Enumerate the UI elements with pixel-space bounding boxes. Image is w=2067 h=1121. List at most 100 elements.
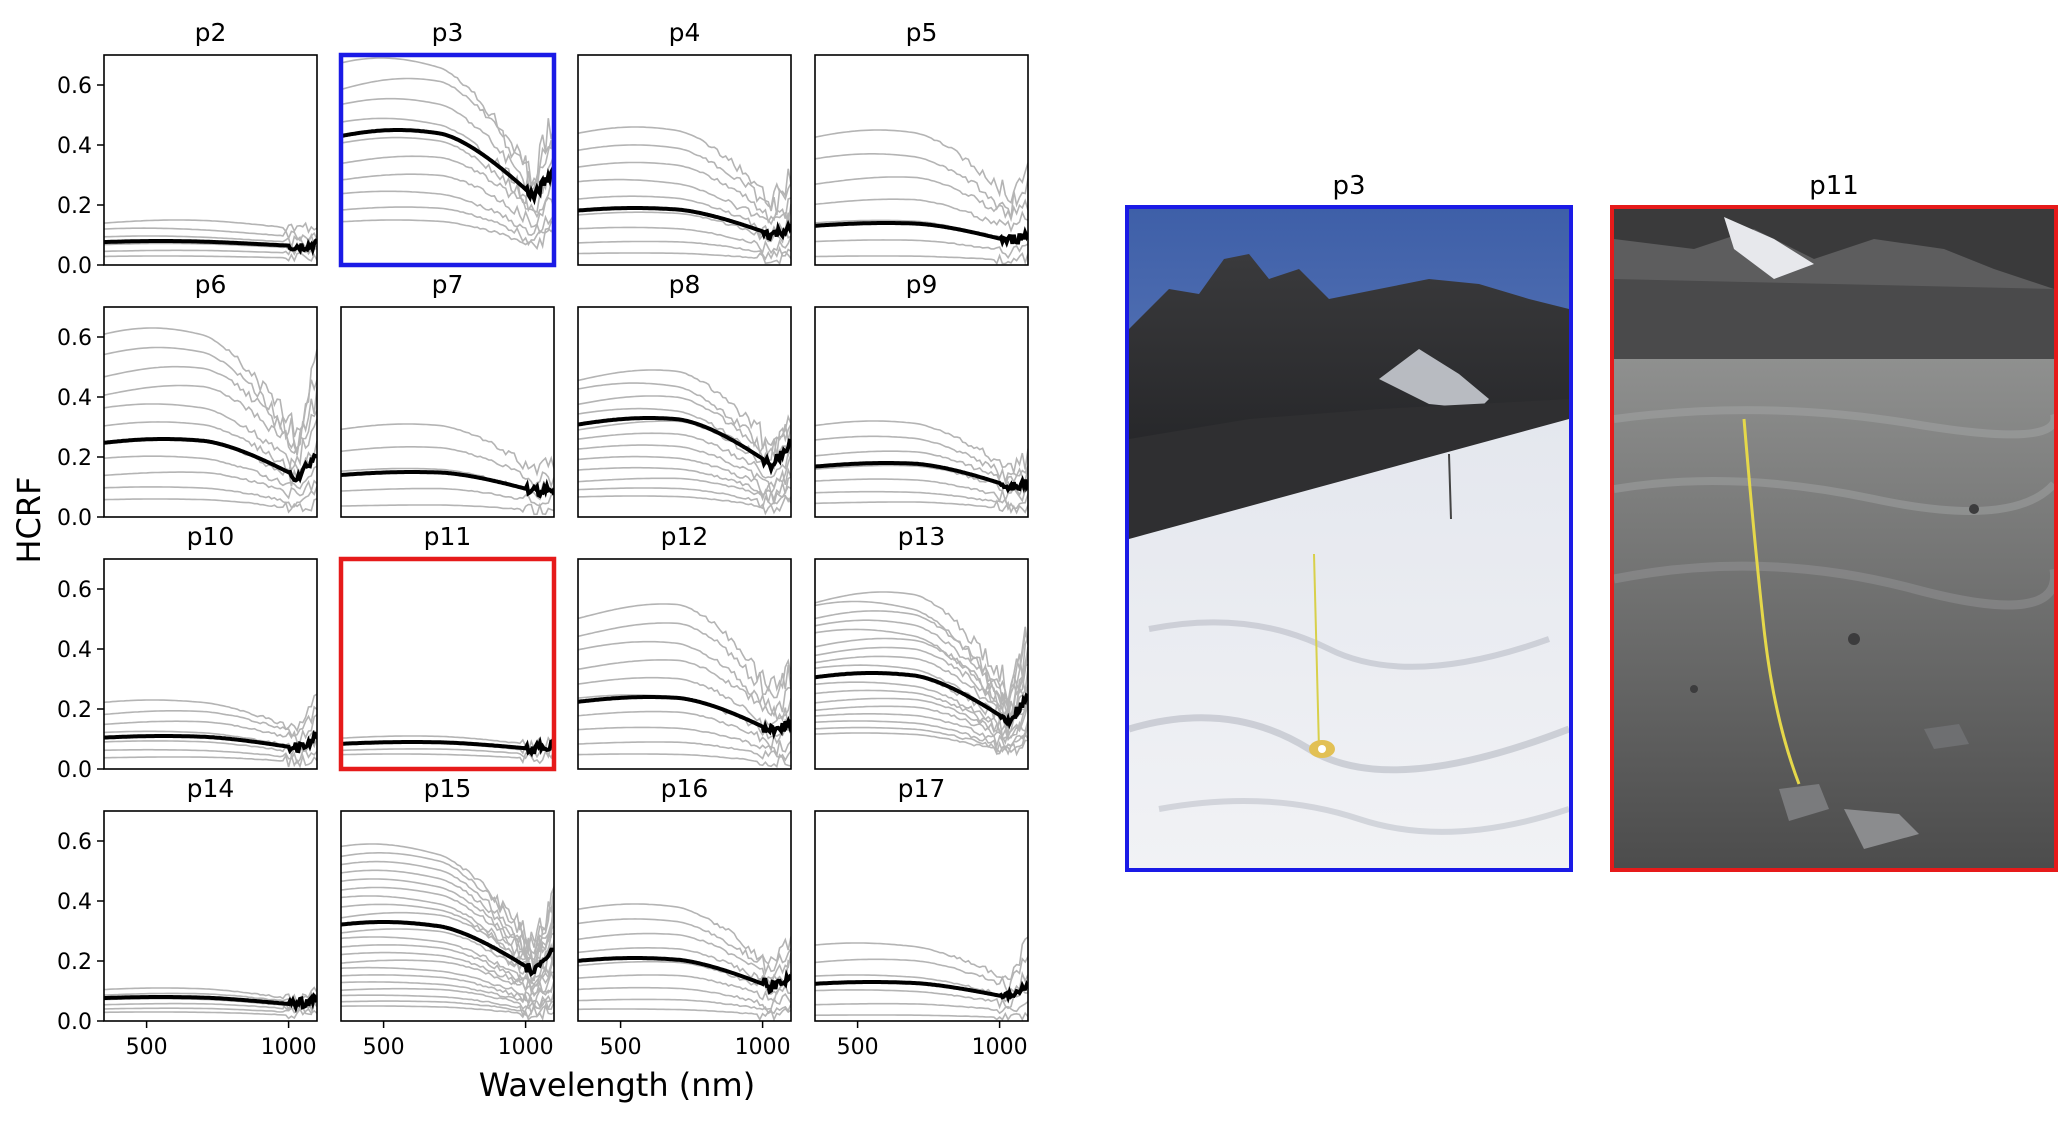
mean-spectrum-p11: [341, 736, 554, 758]
spectrum-p10-5: [104, 713, 317, 743]
panel-title-p12: p12: [661, 522, 709, 551]
spectrum-p8-3: [578, 477, 791, 505]
spectrum-p6-10: [104, 346, 317, 455]
y-tick-label-p2-3: 0.6: [57, 74, 92, 99]
spectrum-p12-10: [578, 603, 791, 693]
x-axis-label: Wavelength (nm): [479, 1066, 755, 1104]
spectrum-p10-2: [104, 748, 317, 765]
spectrum-p6-4: [104, 455, 317, 490]
spectrum-p4-8: [578, 144, 791, 216]
panel-title-p3: p3: [432, 18, 464, 47]
panel-p15: p15 500 1000: [340, 774, 555, 1060]
spectrum-p13-5: [815, 705, 1028, 742]
panel-frame-p10: [103, 558, 318, 770]
spectrum-p7-5: [341, 423, 554, 477]
spectrum-p4-3: [578, 226, 791, 255]
y-tick-label-p10-3: 0.6: [57, 578, 92, 603]
panel-title-p7: p7: [432, 270, 464, 299]
panel-title-p5: p5: [906, 18, 938, 47]
spectrum-p13-15: [815, 619, 1028, 713]
y-tick-label-p2-0: 0.0: [57, 254, 92, 279]
x-tick-label-p15-1: 1000: [498, 1035, 554, 1060]
panel-frame-p3: [338, 52, 557, 268]
spectrum-p5-6: [815, 153, 1028, 219]
chart-grid: p2 0.0 0.2 0.4 0.6 p3 p4 p5 p6 0.0 0.2 0.4 0.6 p7 p8 p9…: [57, 18, 1029, 1060]
spectrum-p15-5: [341, 981, 554, 1010]
x-tick-label-p14-0: 500: [126, 1035, 168, 1060]
panel-p9: p9: [814, 270, 1029, 518]
spectrum-p3-5: [341, 155, 554, 219]
panel-title-p17: p17: [898, 774, 946, 803]
spectrum-p5-1: [815, 251, 1028, 265]
mean-spectrum-p14: [104, 992, 317, 1013]
spectrum-p3-4: [341, 173, 554, 228]
y-tick-label-p14-2: 0.4: [57, 890, 92, 915]
spectrum-p8-10: [578, 395, 791, 464]
y-tick-label-p14-0: 0.0: [57, 1010, 92, 1035]
spectrum-p9-5: [815, 450, 1028, 488]
spectrum-p16-9: [578, 903, 791, 966]
spectrum-p4-5: [578, 195, 791, 239]
photo-p3: p3: [1125, 171, 1573, 872]
spectrum-p13-1: [815, 732, 1028, 757]
panel-frame-p17: [814, 810, 1029, 1022]
spectrum-p15-7: [341, 966, 554, 1003]
panel-title-p8: p8: [669, 270, 701, 299]
spectrum-p16-4: [578, 974, 791, 1003]
spectrum-p13-14: [815, 628, 1028, 720]
panel-title-p6: p6: [195, 270, 227, 299]
y-tick-label-p10-1: 0.2: [57, 698, 92, 723]
spectrum-p4-6: [578, 178, 791, 226]
spectrum-p12-4: [578, 710, 791, 753]
panel-frame-p11: [338, 556, 557, 772]
spectrum-p13-16: [815, 610, 1028, 706]
spectrum-p2-2: [104, 245, 317, 256]
y-tick-label-p2-2: 0.4: [57, 134, 92, 159]
panel-p4: p4: [577, 18, 792, 266]
photo-p3-frame: [1125, 205, 1573, 872]
panel-lines-p13: [815, 591, 1028, 757]
mean-spectrum-p2: [104, 238, 317, 257]
panel-p3: p3: [338, 18, 557, 268]
spectrum-p4-2: [578, 240, 791, 261]
spectrum-p9-2: [815, 490, 1028, 511]
spectrum-p16-5: [578, 960, 791, 995]
y-tick-label-p14-3: 0.6: [57, 830, 92, 855]
panel-lines-p5: [815, 129, 1028, 265]
spectrum-p7-2: [341, 487, 554, 507]
spectrum-p14-2: [104, 1001, 317, 1016]
spectrum-p16-3: [578, 986, 791, 1011]
spectrum-p5-4: [815, 198, 1028, 233]
panel-frame-p7: [340, 306, 555, 518]
panel-title-p4: p4: [669, 18, 701, 47]
spectrum-p13-3: [815, 720, 1028, 756]
panel-p8: p8: [577, 270, 792, 518]
mean-spectrum-p9: [815, 461, 1028, 494]
spectrum-p13-4: [815, 713, 1028, 752]
spectrum-p8-5: [578, 455, 791, 497]
spectrum-p6-3: [104, 471, 317, 500]
mean-spectrum-p10: [104, 729, 317, 755]
panel-p11: p11: [338, 522, 557, 772]
panel-frame-p13: [814, 558, 1029, 770]
spectrum-p7-1: [341, 502, 554, 516]
y-tick-label-p10-2: 0.4: [57, 638, 92, 663]
spectrum-p3-7: [341, 117, 554, 205]
spectrum-p2-5: [104, 227, 317, 242]
photo-p11-image: [1614, 209, 2054, 868]
spectrum-p3-10: [341, 57, 554, 189]
spectrum-p15-22: [341, 843, 554, 948]
spectrum-p3-9: [341, 77, 554, 193]
panel-p17: p17 500 1000: [814, 774, 1029, 1060]
spectrum-p17-3: [815, 989, 1028, 1010]
spectrum-p15-2: [341, 1000, 554, 1018]
spectrum-p17-1: [815, 1011, 1028, 1021]
spectrum-p8-2: [578, 487, 791, 510]
spectrum-p13-10: [815, 664, 1028, 736]
y-tick-label-p6-2: 0.4: [57, 386, 92, 411]
panel-lines-p2: [104, 219, 317, 263]
spectrum-p13-2: [815, 726, 1028, 755]
panel-frame-p12: [577, 558, 792, 770]
spectrum-p15-18: [341, 878, 554, 961]
spectrum-p15-8: [341, 959, 554, 998]
